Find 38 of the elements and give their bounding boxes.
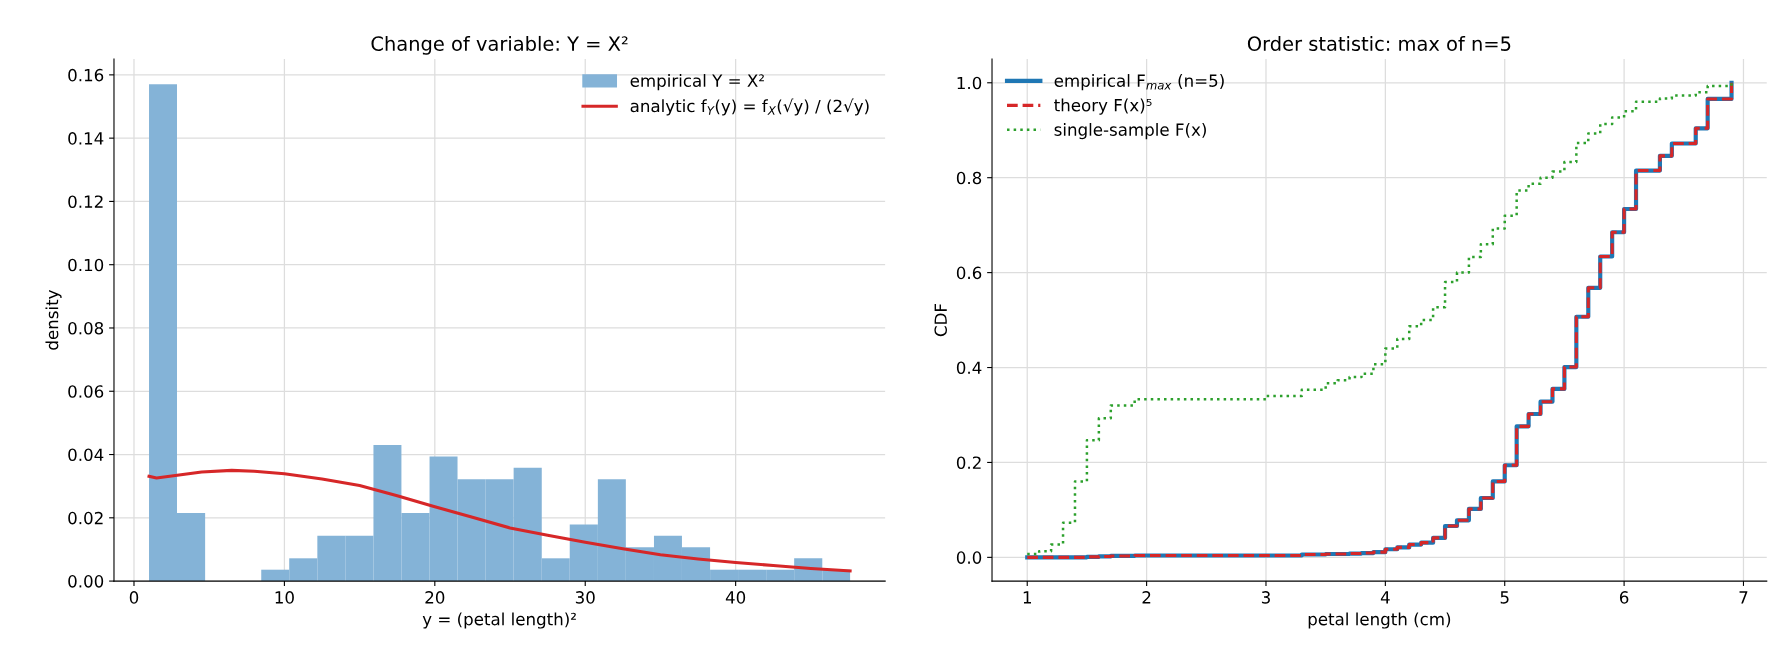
legend-label: empirical F$_{max}$ (n=5) bbox=[1054, 74, 1224, 91]
x-tick-label: 30 bbox=[575, 591, 595, 604]
y-tick-label: 0.06 bbox=[68, 385, 104, 398]
y-tick-label: 0.8 bbox=[956, 171, 982, 185]
x-axis-title: petal length (cm) bbox=[1308, 612, 1451, 629]
x-tick-label: 10 bbox=[275, 591, 294, 604]
x-tick-label: 40 bbox=[725, 591, 746, 604]
y-tick-label: 0.04 bbox=[68, 448, 104, 462]
y-tick-label: 0.4 bbox=[956, 361, 982, 375]
chart-title: Change of variable: Y = X² bbox=[371, 35, 628, 55]
y-tick-label: 0.08 bbox=[68, 321, 104, 335]
y-tick-label: 0.0 bbox=[956, 551, 982, 564]
y-tick-label: 1.0 bbox=[957, 76, 982, 90]
y-tick-label: 0.16 bbox=[68, 68, 104, 82]
y-axis-title: density bbox=[45, 290, 62, 350]
legend-label: analytic f$_{Y}$(y) = f$_{X}$(√y) / (2√y) bbox=[630, 98, 869, 116]
x-tick-label: 1 bbox=[1023, 591, 1031, 604]
y-tick-label: 0.2 bbox=[956, 456, 981, 470]
y-tick-label: 0.00 bbox=[68, 575, 104, 588]
y-tick-label: 0.6 bbox=[956, 266, 982, 280]
x-tick-label: 4 bbox=[1380, 591, 1390, 604]
legend-label: single-sample F(x) bbox=[1054, 123, 1206, 140]
y-tick-label: 0.10 bbox=[68, 258, 104, 272]
x-tick-label: 0 bbox=[129, 591, 139, 604]
legend-label: empirical Y = X² bbox=[630, 74, 764, 91]
x-tick-label: 5 bbox=[1500, 591, 1509, 604]
y-tick-label: 0.14 bbox=[68, 132, 104, 145]
x-axis-title: y = (petal length)² bbox=[422, 612, 576, 629]
x-tick-label: 2 bbox=[1142, 591, 1151, 604]
x-tick-label: 20 bbox=[425, 591, 445, 604]
y-axis-title: CDF bbox=[934, 304, 947, 337]
legend-label: theory F(x)⁵ bbox=[1054, 98, 1152, 115]
y-tick-label: 0.02 bbox=[68, 511, 103, 525]
chart-title: Order statistic: max of n=5 bbox=[1247, 35, 1511, 51]
x-tick-label: 7 bbox=[1739, 591, 1748, 604]
x-tick-label: 3 bbox=[1261, 591, 1270, 604]
x-tick-label: 6 bbox=[1619, 591, 1629, 604]
y-tick-label: 0.12 bbox=[68, 195, 103, 208]
